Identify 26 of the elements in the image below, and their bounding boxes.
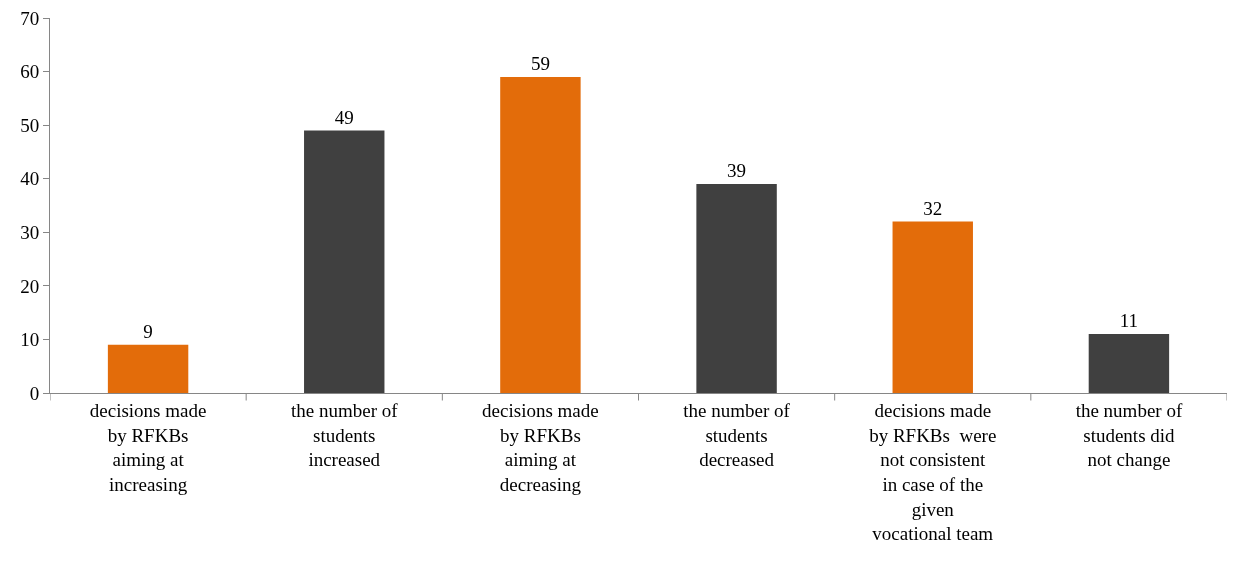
x-tick-label: decisions made by RFKBs aiming at increasing xyxy=(89,399,207,495)
y-tick-label: 10 xyxy=(20,329,40,351)
x-tick-label: the number of students decreased xyxy=(683,399,791,471)
data-label: 59 xyxy=(530,52,550,74)
data-label: 11 xyxy=(1119,310,1139,332)
data-label: 49 xyxy=(334,106,354,128)
y-tick-label: 50 xyxy=(20,114,40,136)
bar xyxy=(304,130,385,393)
bar xyxy=(107,344,189,393)
y-tick-label: 30 xyxy=(20,221,40,243)
data-label: 9 xyxy=(143,320,153,342)
bar xyxy=(1088,334,1170,393)
bar xyxy=(500,76,581,393)
data-label: 39 xyxy=(727,160,747,182)
x-tick-label: decisions made by RFKBs were not consistent in case of the given vocational team xyxy=(869,399,997,545)
bar xyxy=(892,221,973,393)
y-tick-label: 60 xyxy=(20,61,40,83)
y-tick-label: 20 xyxy=(20,275,40,297)
y-tick-label: 70 xyxy=(20,7,40,29)
x-tick-label: decisions made by RFKBs aiming at decreasing xyxy=(482,399,599,495)
y-tick-label: 40 xyxy=(20,168,40,190)
x-tick-label: the number of students did not change xyxy=(1075,399,1183,471)
x-tick-label: the number of students increased xyxy=(290,399,399,471)
y-tick-label: 0 xyxy=(29,382,40,404)
data-label: 32 xyxy=(923,197,943,219)
bar xyxy=(696,184,777,393)
